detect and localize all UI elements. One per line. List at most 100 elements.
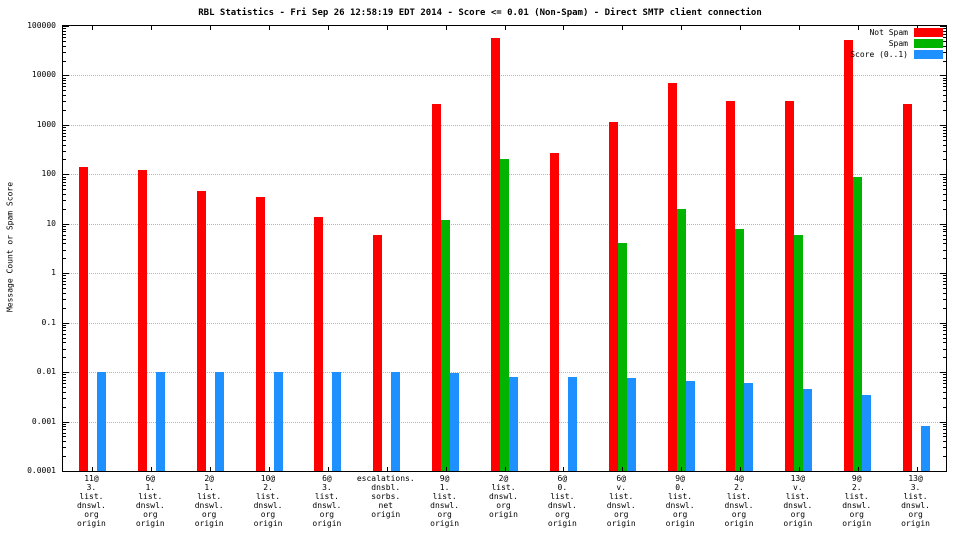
x-category-label-line: dnswl.	[312, 501, 342, 510]
axis-tick	[269, 26, 271, 30]
axis-tick	[943, 299, 946, 301]
axis-tick	[943, 189, 946, 191]
axis-tick	[943, 327, 946, 329]
axis-tick	[798, 467, 800, 471]
x-category-label-line: 6@	[322, 474, 332, 483]
x-category-label-line: v.	[616, 483, 627, 492]
axis-tick	[943, 337, 946, 339]
axis-tick	[63, 471, 69, 472]
x-category-label-line: org	[731, 510, 747, 519]
axis-tick	[63, 110, 66, 111]
axis-tick	[943, 348, 946, 350]
axis-tick	[943, 243, 946, 245]
axis-tick	[943, 40, 946, 42]
bar-spam	[441, 219, 451, 471]
axis-tick	[940, 223, 946, 225]
x-category-label: 6@ 1. list. dnswl. org origin	[121, 474, 180, 528]
x-category-label-line: 6@	[616, 474, 627, 483]
axis-tick	[943, 139, 946, 141]
x-category-label-line: origin	[312, 519, 342, 528]
y-tick-label: 100000	[27, 21, 56, 30]
y-tick-label: 1000	[36, 119, 56, 129]
x-category-label-line: org	[908, 510, 923, 519]
axis-tick	[63, 129, 66, 131]
axis-tick	[63, 243, 66, 245]
y-tick-label: 0.1	[41, 317, 56, 327]
x-category-label-line: origin	[135, 519, 165, 528]
x-category-label-line: org	[672, 510, 688, 519]
gridline	[63, 75, 946, 77]
bar-score-0-1-	[567, 376, 577, 471]
bar-score-0-1-	[155, 372, 165, 471]
axis-tick	[943, 129, 946, 131]
axis-tick	[943, 423, 946, 425]
bar-not-spam	[78, 167, 88, 471]
axis-tick	[63, 348, 66, 350]
axis-tick	[63, 376, 66, 378]
axis-tick	[943, 28, 946, 30]
bar-not-spam	[667, 83, 677, 471]
axis-tick	[943, 288, 946, 290]
axis-tick	[63, 327, 66, 329]
axis-tick	[386, 26, 388, 30]
x-category-label-line: v.	[793, 483, 803, 492]
x-category-label-line: 13@	[908, 474, 923, 483]
x-category-label-line: org	[555, 510, 570, 519]
legend-label: Spam	[888, 39, 908, 48]
x-category-label-line: 4@	[734, 474, 744, 483]
axis-tick	[943, 90, 946, 92]
axis-tick	[63, 101, 66, 103]
x-category-label-line: sorbs.	[371, 492, 401, 501]
axis-tick	[943, 135, 946, 137]
bar-not-spam	[785, 101, 795, 471]
axis-tick	[943, 51, 946, 53]
axis-tick	[63, 83, 66, 85]
axis-tick	[943, 249, 946, 251]
x-category-label-line: list.	[550, 492, 575, 501]
axis-tick	[63, 432, 66, 434]
x-category-label-line: list.	[844, 492, 869, 501]
axis-tick	[943, 275, 946, 277]
axis-tick	[857, 26, 859, 30]
axis-tick	[943, 60, 946, 62]
legend-swatch-spam	[914, 39, 943, 48]
bar-score-0-1-	[96, 372, 106, 471]
axis-tick	[943, 330, 946, 332]
axis-tick	[63, 397, 66, 399]
y-tick-label: 100	[41, 169, 56, 179]
axis-tick	[943, 110, 946, 111]
axis-tick	[63, 292, 66, 294]
axis-tick	[943, 357, 946, 359]
axis-tick	[63, 28, 66, 30]
axis-tick	[63, 322, 69, 324]
x-category-label-line: 3.	[86, 483, 97, 492]
x-category-label: 4@ 2. list. dnswl. org origin	[710, 474, 769, 528]
x-category-label-line: 11@	[84, 474, 99, 483]
axis-tick	[943, 429, 946, 431]
axis-tick	[63, 324, 66, 326]
x-category-label: 11@ 3. list. dnswl. org origin	[62, 474, 121, 528]
axis-tick	[563, 26, 565, 30]
x-category-label-line: dnswl.	[430, 501, 460, 510]
axis-tick	[63, 374, 66, 376]
axis-tick	[63, 456, 66, 458]
axis-tick	[916, 467, 918, 471]
axis-tick	[327, 467, 329, 471]
x-category-label-line: 9@	[439, 474, 450, 483]
axis-tick	[63, 194, 66, 195]
axis-tick	[63, 258, 66, 260]
axis-tick	[940, 174, 946, 176]
axis-tick	[63, 200, 66, 202]
x-category-label: 9@ 1. list. dnswl. org origin	[415, 474, 474, 528]
legend-label: Not Spam	[869, 28, 908, 37]
axis-tick	[943, 127, 946, 129]
x-category-label-line: 0.	[675, 483, 685, 492]
axis-tick	[269, 467, 271, 471]
axis-tick	[943, 307, 946, 309]
x-category-label-line: 1.	[439, 483, 450, 492]
axis-tick	[63, 223, 69, 225]
y-tick-label: 10000	[31, 70, 56, 80]
x-category-label-line: org	[790, 510, 806, 519]
axis-tick	[739, 26, 741, 30]
x-category-label-line: origin	[783, 519, 813, 528]
